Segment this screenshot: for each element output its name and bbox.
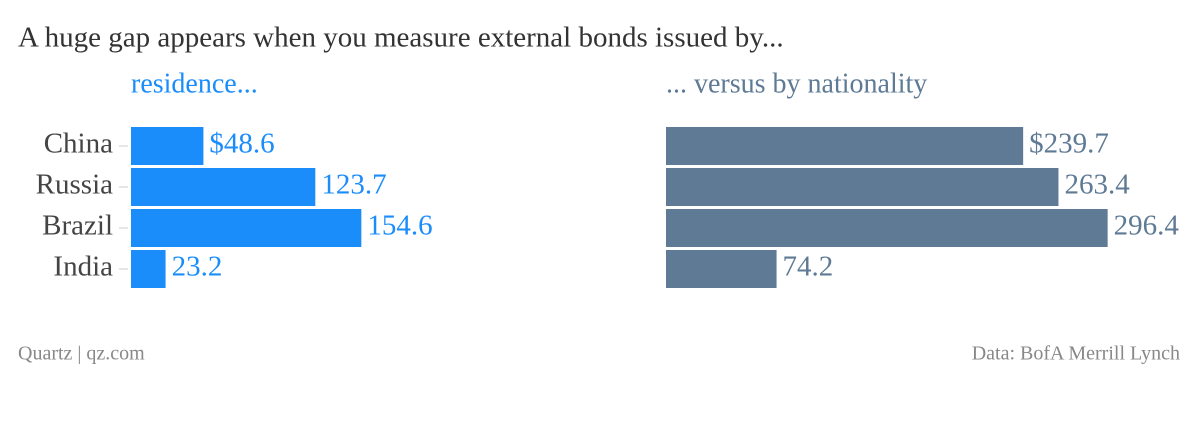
bar <box>666 127 1024 165</box>
value-label: 74.2 <box>783 251 834 283</box>
value-label: 263.4 <box>1064 169 1130 201</box>
panel-subtitle: ... versus by nationality <box>666 68 927 99</box>
bar <box>666 168 1059 206</box>
panel-subtitle: residence... <box>131 68 258 99</box>
credit: Quartz | qz.com <box>18 343 145 365</box>
bar <box>131 209 362 247</box>
category-label: India <box>53 251 113 283</box>
chart-title: A huge gap appears when you measure exte… <box>18 22 784 54</box>
bar <box>131 127 204 165</box>
value-label: 23.2 <box>172 251 223 283</box>
value-label: $239.7 <box>1029 128 1109 160</box>
bar <box>131 250 166 288</box>
bar <box>666 250 777 288</box>
value-label: 296.4 <box>1114 210 1180 242</box>
bar <box>131 168 316 206</box>
category-label: Brazil <box>42 210 113 242</box>
value-label: 123.7 <box>321 169 386 201</box>
source: Data: BofA Merrill Lynch <box>972 343 1180 365</box>
category-label: Russia <box>36 169 113 201</box>
category-label: China <box>44 128 113 160</box>
value-label: $48.6 <box>209 128 274 160</box>
value-label: 154.6 <box>367 210 432 242</box>
bar <box>666 209 1108 247</box>
